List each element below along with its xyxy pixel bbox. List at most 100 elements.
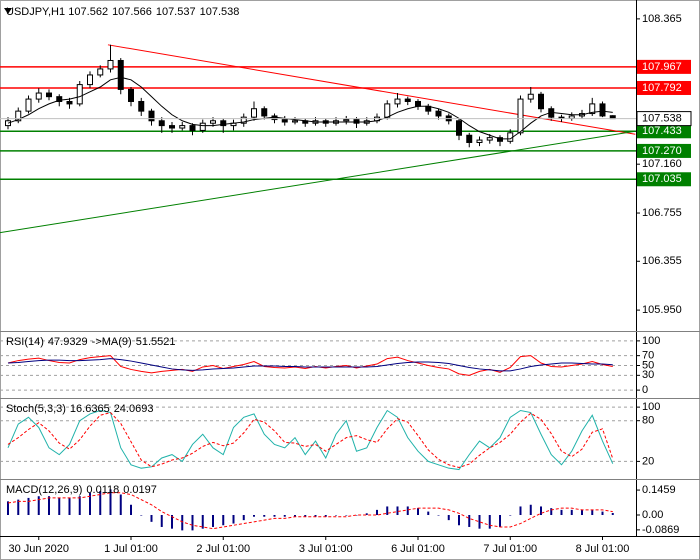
histogram-bar	[253, 515, 255, 517]
histogram-bar	[273, 515, 276, 517]
histogram-bar	[601, 511, 604, 516]
level-label: 107.967	[642, 61, 682, 73]
histogram-bar	[58, 497, 61, 516]
candle-body	[25, 98, 32, 112]
histogram-bar	[27, 497, 30, 516]
header-part: 107.537	[156, 6, 196, 18]
histogram-bar	[119, 494, 122, 516]
histogram-bar	[560, 509, 563, 516]
histogram-bar	[201, 515, 204, 529]
histogram-bar	[591, 509, 594, 516]
candle-body	[394, 98, 401, 105]
candle-body	[251, 108, 257, 118]
candle-body	[353, 119, 360, 124]
candle-body	[210, 120, 216, 124]
y-tick-label: 106.755	[642, 207, 682, 219]
candle-body	[46, 92, 52, 98]
histogram-bar	[232, 515, 235, 524]
header-part: USDJPY,H1	[6, 6, 65, 18]
histogram-bar	[509, 515, 512, 516]
candle-body	[5, 120, 11, 127]
current-price-box	[636, 111, 692, 127]
histogram-bar	[48, 496, 50, 516]
level-label: 107.433	[642, 125, 682, 137]
histogram-bar	[242, 515, 245, 521]
histogram-bar	[99, 491, 102, 516]
histogram-bar	[7, 501, 9, 516]
level-label-box	[637, 124, 691, 139]
histogram-bar	[386, 506, 389, 516]
candle-body	[35, 92, 42, 100]
header-part: 0.0197	[123, 484, 157, 496]
histogram-bar	[314, 515, 317, 517]
histogram-bar	[335, 515, 337, 516]
y-tick-label: 107.160	[642, 158, 682, 170]
histogram-bar	[263, 515, 266, 517]
x-tick-label: 2 Jul 01:00	[196, 543, 250, 555]
candle-body	[435, 110, 442, 117]
histogram-bar	[17, 499, 20, 516]
header-part: 0.0118	[86, 484, 119, 496]
header-part: ->MA(9)	[92, 336, 132, 348]
candle-body	[240, 116, 247, 124]
candle-body	[66, 100, 73, 105]
histogram-bar	[437, 515, 440, 516]
candle-body	[107, 59, 114, 70]
header-part: 47.9329	[48, 336, 88, 348]
histogram-bar	[376, 509, 378, 516]
level-label: 107.035	[642, 173, 682, 185]
series-line	[7, 358, 613, 372]
histogram-bar	[581, 509, 583, 516]
trend-line	[107, 44, 636, 135]
candle-body	[148, 110, 155, 122]
candle-body	[199, 122, 206, 131]
histogram-bar	[355, 515, 358, 516]
histogram-bar	[519, 506, 522, 516]
header-part: 16.6365	[70, 403, 110, 415]
candle-body	[486, 137, 493, 141]
level-label: 107.270	[642, 145, 682, 157]
candle-body	[56, 96, 63, 102]
y-tick-label: 100	[642, 335, 660, 347]
candle-body	[76, 84, 83, 105]
histogram-bar	[396, 506, 399, 516]
x-tick-label: 6 Jul 01:00	[391, 543, 445, 555]
histogram-bar	[171, 515, 173, 529]
header-part: Stoch(5,3,3)	[6, 403, 66, 415]
histogram-bar	[109, 489, 112, 516]
x-tick-label: 7 Jul 01:00	[483, 543, 537, 555]
histogram-bar	[324, 515, 327, 517]
candle-body	[281, 119, 288, 123]
candle-body	[517, 98, 524, 134]
histogram-bar	[222, 515, 225, 526]
candle-body	[87, 74, 93, 86]
candle-body	[138, 100, 145, 112]
candle-body	[169, 125, 175, 129]
histogram-bar	[447, 515, 450, 521]
candle-body	[15, 110, 22, 122]
histogram-bar	[160, 515, 163, 527]
histogram-bar	[427, 511, 430, 516]
histogram-bar	[468, 515, 471, 527]
header-part: 24.0693	[114, 403, 154, 415]
header-part: RSI(14)	[6, 336, 44, 348]
series-line	[7, 76, 613, 140]
candle-body	[189, 125, 196, 131]
histogram-bar	[140, 515, 143, 516]
indicator-header: MACD(12,26,9) 0.0118 0.0197	[6, 484, 157, 496]
histogram-bar	[78, 496, 81, 516]
level-label: 107.792	[642, 82, 682, 94]
trend-line	[0, 130, 636, 234]
y-tick-label: 30	[642, 369, 654, 381]
histogram-bar	[550, 508, 553, 516]
histogram-bar	[345, 515, 348, 516]
candle-body	[343, 119, 350, 122]
y-tick-label: 100	[642, 401, 660, 413]
histogram-bar	[68, 497, 71, 516]
histogram-bar	[540, 506, 542, 516]
histogram-bar	[212, 515, 214, 527]
histogram-bar	[478, 515, 481, 529]
y-tick-label: 105.950	[642, 304, 682, 316]
candle-body	[538, 93, 544, 110]
